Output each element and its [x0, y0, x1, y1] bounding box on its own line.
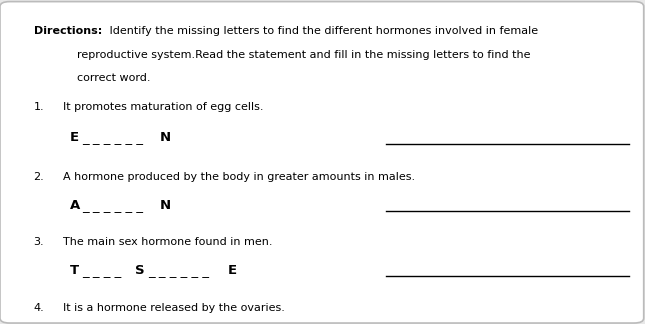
Text: 3.: 3.: [34, 237, 44, 247]
Text: It promotes maturation of egg cells.: It promotes maturation of egg cells.: [63, 102, 264, 112]
Text: Directions:: Directions:: [34, 26, 102, 36]
Text: 1.: 1.: [34, 102, 44, 112]
Text: A: A: [70, 199, 80, 212]
Text: The main sex hormone found in men.: The main sex hormone found in men.: [63, 237, 273, 247]
Text: N: N: [160, 131, 171, 144]
Text: A hormone produced by the body in greater amounts in males.: A hormone produced by the body in greate…: [63, 172, 415, 182]
Text: correct word.: correct word.: [77, 73, 151, 83]
Text: 2.: 2.: [34, 172, 45, 182]
Text: S: S: [135, 264, 145, 277]
Text: It is a hormone released by the ovaries.: It is a hormone released by the ovaries.: [63, 303, 285, 313]
Text: T: T: [70, 264, 79, 277]
Text: reproductive system.Read the statement and fill in the missing letters to find t: reproductive system.Read the statement a…: [77, 50, 531, 60]
Text: E: E: [228, 264, 237, 277]
Text: Identify the missing letters to find the different hormones involved in female: Identify the missing letters to find the…: [106, 26, 539, 36]
Text: E: E: [70, 131, 79, 144]
Text: N: N: [160, 199, 171, 212]
Text: _ _ _ _: _ _ _ _: [83, 264, 122, 277]
Text: _ _ _ _ _ _: _ _ _ _ _ _: [83, 131, 144, 144]
Text: 4.: 4.: [34, 303, 45, 313]
Text: _ _ _ _ _ _: _ _ _ _ _ _: [83, 199, 144, 212]
Text: _ _ _ _ _ _: _ _ _ _ _ _: [148, 264, 210, 277]
